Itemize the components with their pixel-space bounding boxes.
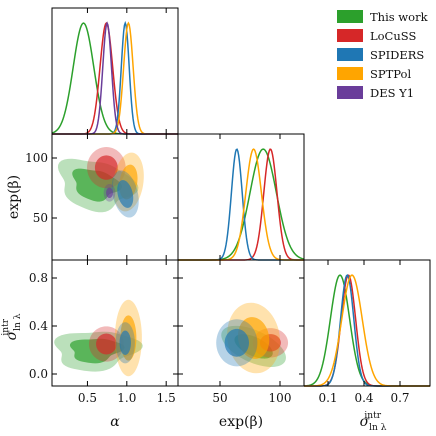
panels: 0.5 1.0 1.5 50 100 0.1 0.4 0.7 50 100 0.0 0.4 0.8 α ex… — [1, 7, 431, 433]
x-tick-label: 1.0 — [117, 391, 136, 405]
panel-frame — [177, 133, 305, 261]
legend-label: DES Y1 — [370, 86, 414, 100]
legend-entry: LoCuSS — [337, 29, 416, 43]
x-tick-label: 0.4 — [354, 391, 373, 405]
y-tick-label: 0.8 — [29, 271, 48, 285]
legend-label: SPTPol — [370, 67, 411, 81]
contour-inner-spiders — [117, 180, 134, 208]
x-axis-label-alpha: α — [110, 414, 120, 430]
legend-swatch — [337, 48, 363, 61]
x-tick-label: 0.7 — [390, 391, 409, 405]
legend-swatch — [337, 86, 363, 99]
contour-inner-locuss — [96, 333, 117, 355]
legend-label: SPIDERS — [370, 48, 424, 62]
contour-panel-sigma_vs_expbeta — [216, 302, 289, 374]
legend-swatch — [337, 29, 363, 42]
contour-panel-expbeta_vs_alpha — [57, 147, 144, 218]
x-tick-label: 50 — [212, 391, 227, 405]
legend-entry: This work — [337, 10, 429, 24]
y-axis-label-expbeta: exp(β) — [6, 175, 22, 219]
contour-panel-sigma_vs_alpha — [54, 299, 143, 377]
x-tick-label: 100 — [269, 391, 292, 405]
contour-inner-locuss — [94, 155, 118, 180]
legend-entry: DES Y1 — [337, 86, 414, 100]
marginal-curve-sptpol — [304, 274, 430, 387]
legend-entry: SPTPol — [337, 67, 411, 81]
marginal-curve-locuss — [304, 274, 430, 387]
x-tick-label: 1.5 — [157, 391, 176, 405]
marginal-alpha-panel — [51, 20, 178, 135]
marginal-curve-locuss — [178, 148, 304, 261]
contour-inner-spiders — [224, 328, 249, 357]
marginal-curve-sptpol — [178, 148, 304, 261]
marginal-curve-spiders — [178, 148, 304, 261]
y-axis-label-sigma: σln λintr — [1, 313, 23, 340]
contour-inner-des-y1 — [106, 187, 113, 199]
marginal-expbeta-panel — [178, 148, 305, 261]
marginal-sigma-panel — [303, 274, 430, 387]
legend-label: LoCuSS — [370, 29, 416, 43]
legend-label: This work — [370, 10, 429, 24]
legend-entry: SPIDERS — [337, 48, 424, 62]
y-tick-label: 100 — [25, 151, 48, 165]
marginal-curve-this-work — [303, 274, 430, 387]
x-tick-label: 0.5 — [78, 391, 97, 405]
marginal-curve-spiders — [304, 274, 430, 387]
marginal-curve-this-work — [178, 148, 305, 261]
y-tick-label: 0.4 — [29, 319, 48, 333]
x-axis-label-sigma: σln λintr — [360, 411, 387, 433]
x-axis-label-expbeta: exp(β) — [219, 414, 263, 430]
y-tick-label: 0.0 — [29, 367, 48, 381]
legend-swatch — [337, 67, 363, 80]
y-tick-label: 50 — [33, 211, 48, 225]
legend-swatch — [337, 10, 363, 23]
contour-inner-spiders — [119, 330, 131, 355]
x-tick-label: 0.1 — [318, 391, 337, 405]
panel-frame — [303, 259, 431, 387]
legend: This work LoCuSS SPIDERS SPTPol DES Y1 — [337, 10, 429, 100]
